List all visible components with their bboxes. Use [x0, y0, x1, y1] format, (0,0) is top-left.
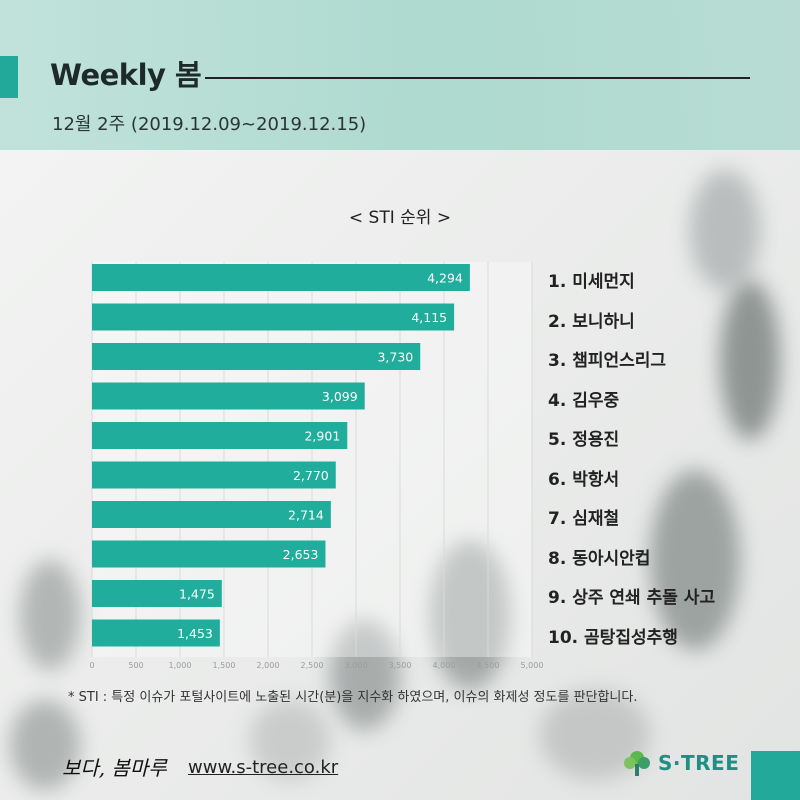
header-band [0, 0, 800, 150]
rank-label: 7. 심재철 [548, 509, 620, 529]
bar-value-label: 3,730 [377, 350, 413, 365]
website-link[interactable]: www.s-tree.co.kr [188, 757, 339, 778]
page-subtitle: 12월 2주 (2019.12.09~2019.12.15) [52, 114, 367, 135]
rank-label: 10. 곰탕집성추행 [548, 627, 678, 648]
x-tick-label: 2,500 [301, 661, 324, 670]
footnote: * STI : 특정 이슈가 포털사이트에 노출된 시간(분)을 지수화 하였으… [68, 690, 638, 705]
bar-value-label: 2,653 [283, 547, 319, 562]
bar [92, 619, 220, 647]
page-title: Weekly 봄 [50, 58, 202, 92]
bar-value-label: 1,453 [177, 626, 213, 641]
bar [92, 382, 365, 410]
x-tick-label: 0 [89, 661, 94, 670]
bar [92, 422, 348, 449]
bar-value-label: 3,099 [322, 389, 358, 404]
bar-value-label: 2,770 [293, 468, 329, 483]
x-tick-label: 4,000 [433, 661, 456, 670]
title-divider [205, 77, 750, 79]
rank-label: 1. 미세먼지 [548, 272, 635, 292]
bar [92, 343, 421, 370]
x-tick-label: 1,000 [169, 661, 192, 670]
rank-label: 2. 보니하니 [548, 311, 635, 332]
rank-label: 3. 챔피언스리그 [548, 351, 667, 371]
bar-value-label: 1,475 [179, 587, 215, 602]
rank-label: 8. 동아시안컵 [548, 548, 651, 569]
bar [92, 580, 222, 607]
x-tick-label: 3,000 [345, 661, 368, 670]
rank-label: 4. 김우중 [548, 390, 620, 411]
bar [92, 264, 470, 291]
bar-value-label: 2,714 [288, 508, 324, 523]
x-tick-label: 1,500 [213, 661, 236, 670]
footer-accent-block [751, 751, 800, 800]
x-tick-label: 3,500 [389, 661, 412, 670]
x-tick-label: 5,000 [521, 661, 544, 670]
tree-icon [624, 751, 650, 776]
bar [92, 303, 455, 331]
rank-label: 6. 박항서 [548, 469, 620, 490]
brand-handwriting: 보다, 봄마루 [62, 756, 167, 780]
header-accent-bar [0, 56, 18, 98]
bar [92, 540, 326, 568]
bar [92, 461, 336, 489]
x-tick-label: 500 [128, 661, 143, 670]
bar-value-label: 2,901 [304, 429, 340, 444]
bar-value-label: 4,115 [411, 310, 447, 325]
x-tick-label: 4,500 [477, 661, 500, 670]
logo-text: S·TREE [658, 751, 740, 775]
chart-title: < STI 순위 > [348, 208, 452, 228]
bar-value-label: 4,294 [427, 271, 463, 286]
bar [92, 501, 331, 528]
stree-logo: S·TREE [622, 748, 739, 778]
x-tick-label: 2,000 [257, 661, 280, 670]
rank-label: 9. 상주 연쇄 추돌 사고 [548, 588, 716, 608]
rank-label: 5. 정용진 [548, 430, 620, 450]
